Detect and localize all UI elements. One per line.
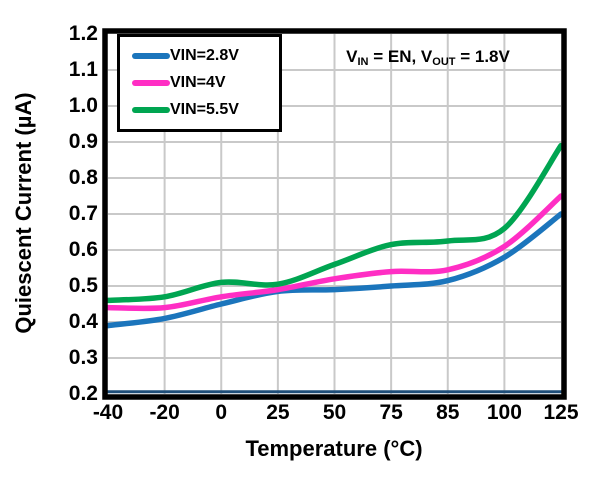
x-tick-label: 0: [215, 401, 228, 424]
legend-line-swatch: [132, 52, 170, 59]
x-tick-label: 100: [486, 401, 522, 424]
legend-label: VIN=2.8V: [170, 46, 239, 64]
x-tick-label: 125: [543, 401, 579, 424]
y-tick-label: 0.6: [68, 238, 98, 261]
conditions-annotation: VIN = EN, VOUT = 1.8V: [346, 47, 510, 68]
series-line-VIN=5.5V: [105, 142, 564, 304]
legend: VIN=2.8V VIN=4V VIN=5.5V: [117, 34, 282, 132]
annotation-sub-out: OUT: [432, 56, 456, 68]
x-tick-label: 85: [436, 401, 460, 424]
y-tick-label: 0.5: [68, 274, 98, 297]
x-tick-label: -20: [149, 401, 180, 424]
plot-border: [102, 28, 567, 400]
y-tick-label: 0.4: [68, 310, 98, 333]
y-tick-label: 1.0: [68, 94, 98, 117]
y-tick-label: 0.9: [68, 130, 98, 153]
legend-item-VIN=2.8V: VIN=2.8V: [132, 42, 267, 69]
x-tick-label: -40: [92, 401, 124, 424]
legend-label: VIN=4V: [170, 73, 226, 91]
y-tick-label: 1.1: [68, 58, 98, 81]
x-tick-label: 75: [379, 401, 403, 424]
y-tick-label: 0.2: [68, 382, 98, 405]
x-axis-title: Temperature (°C): [245, 436, 423, 461]
annotation-sub-in: IN: [357, 56, 369, 68]
annotation-text: = EN, V: [368, 47, 433, 66]
legend-label: VIN=5.5V: [170, 101, 239, 119]
x-tick-label: 50: [322, 401, 347, 424]
x-tick-label: 25: [266, 401, 290, 424]
legend-item-VIN=5.5V: VIN=5.5V: [132, 97, 267, 124]
series-line-VIN=4V: [105, 193, 564, 312]
series-line-VIN=2.8V: [105, 211, 564, 329]
legend-item-VIN=4V: VIN=4V: [132, 69, 267, 96]
y-axis-title: Quiescent Current (µA): [11, 92, 36, 334]
legend-line-swatch: [132, 79, 170, 86]
y-tick-label: 0.8: [68, 166, 98, 189]
annotation-text: = 1.8V: [455, 47, 510, 66]
y-tick-label: 1.2: [68, 22, 98, 45]
legend-line-swatch: [132, 107, 170, 114]
y-tick-label: 0.3: [68, 346, 98, 369]
y-tick-label: 0.7: [68, 202, 98, 225]
annotation-text: V: [346, 47, 358, 66]
